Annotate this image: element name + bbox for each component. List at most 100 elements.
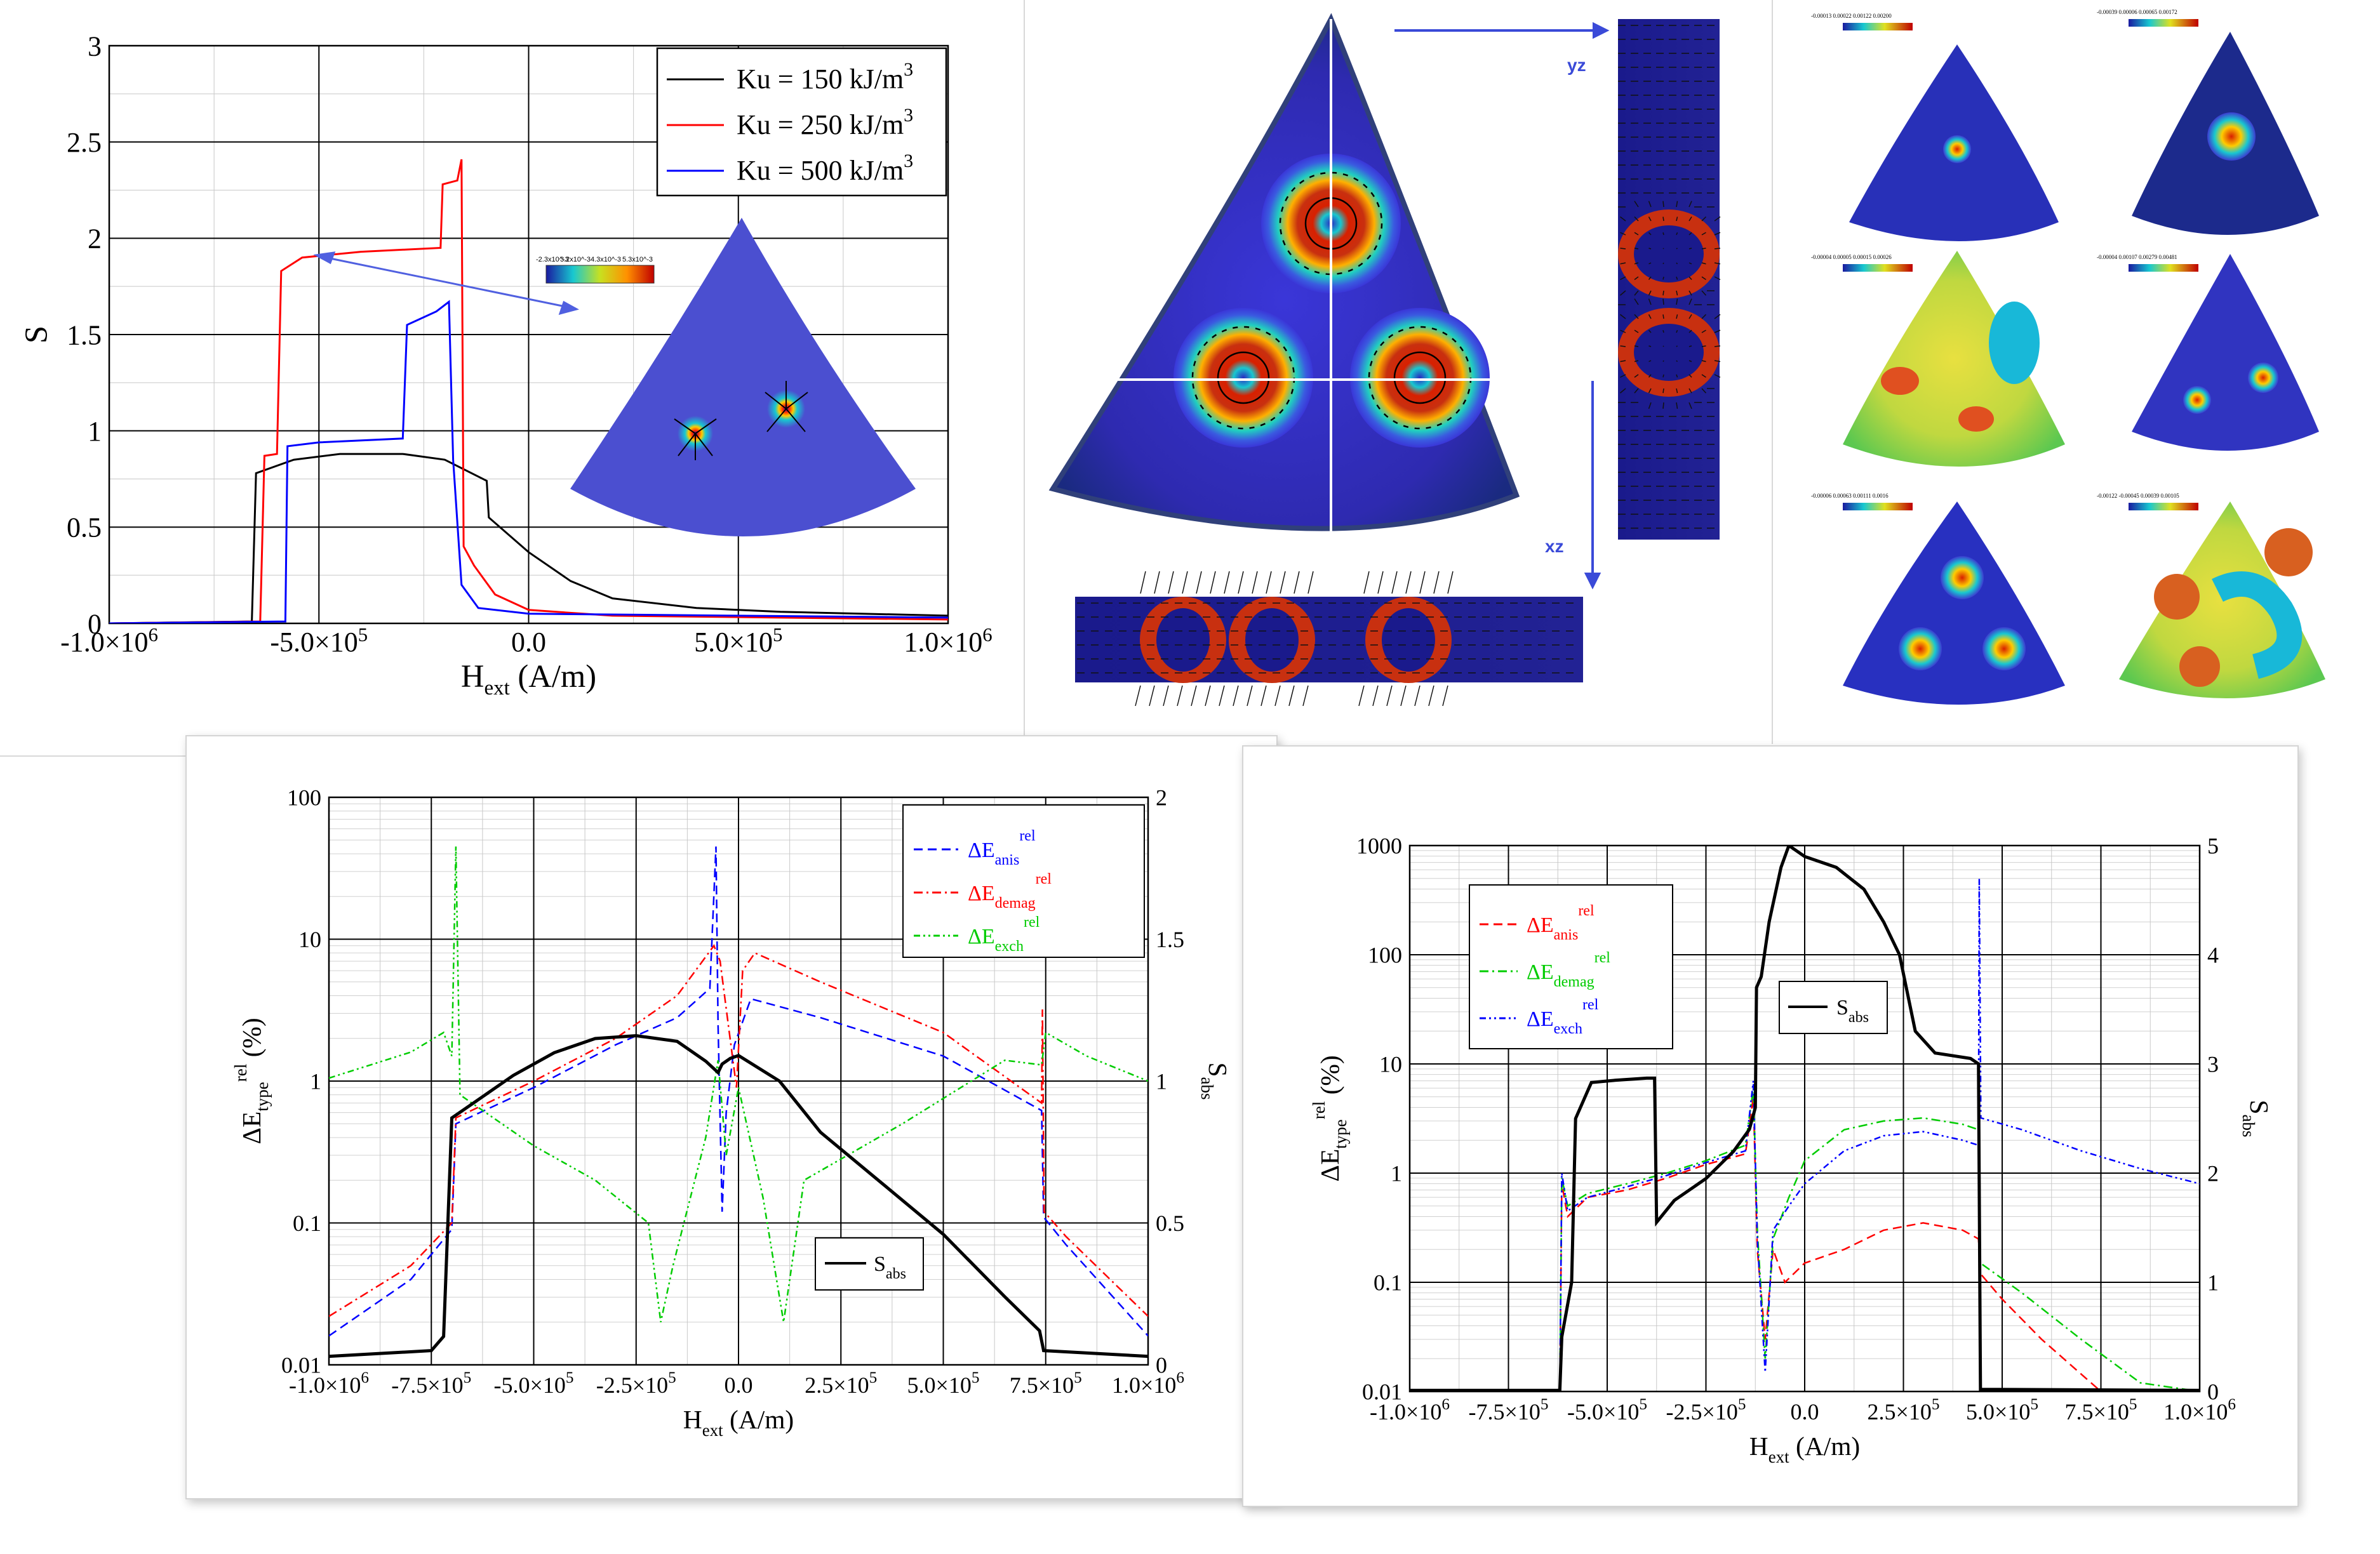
y-tick-label: 100 [1368,943,1402,968]
magnetization-arrow [1701,360,1706,362]
magnetization-arrow [1662,201,1664,208]
x-tick-label: 5.0×105 [694,624,782,658]
magnetization-arrow [1688,262,1692,265]
y-tick-label: 1.5 [67,319,102,350]
magnetization-arrow [1196,571,1202,594]
x-tick-exponent: 5 [1541,1396,1549,1413]
legend-symbol: ΔE [968,925,995,948]
magnetization-arrow [1688,345,1692,347]
x-tick-exponent: 6 [982,624,992,646]
magnetization-arrow [1648,216,1652,222]
y-tick-label: 1 [310,1069,321,1094]
x-axis-subscript: ext [1768,1447,1789,1466]
magnetization-arrow [1662,314,1664,319]
x-tick-label: 7.5×105 [2065,1396,2137,1424]
y2-axis-subscript: abs [2239,1115,2258,1138]
magnetization-arrow [1302,685,1309,707]
magnetization-arrow [1662,290,1664,296]
x-tick-exponent: 5 [972,1369,980,1386]
magnetization-arrow [1662,329,1664,333]
magnetization-arrow [1634,216,1639,222]
magnetization-arrow [1620,360,1626,362]
snapshot-grid-panel: -0.00013 0.00022 0.00122 0.00200 -0.0003… [1772,0,2380,744]
magnetization-arrow [1634,360,1639,362]
magnetization-arrow [1266,571,1272,594]
magnetization-arrow [1177,685,1183,707]
y-tick-label: 0.1 [1374,1270,1402,1296]
y-tick-label: 0.5 [67,512,102,543]
x-tick-label: -1.0×106 [289,1369,369,1398]
magnetization-arrow [1714,360,1721,362]
y-axis-label: S [18,326,54,343]
magnetization-arrow [1648,290,1652,296]
magnetization-arrow [1688,360,1692,362]
magnetization-arrow [1688,290,1692,296]
x-tick-mantissa: 1.0×10 [904,627,982,658]
legend2-label: Sabs [1836,996,1869,1026]
y-axis-symbol: ΔE [237,1112,266,1145]
x-tick-exponent: 5 [2129,1396,2137,1413]
x-tick-label: 0.0 [725,1372,753,1398]
magnetization-arrow [1648,314,1652,319]
plot-frame [108,44,949,625]
legend2-symbol: S [1836,996,1849,1019]
magnetization-arrow [1676,314,1678,319]
x-tick-exponent: 6 [1176,1369,1184,1386]
magnetization-arrow [1662,216,1664,222]
colorbar-label: -0.00013 0.00022 0.00122 0.00200 [1811,13,1892,19]
magnetization-arrow [1676,345,1678,347]
colorbar-label: -0.00004 0.00005 0.00015 0.00026 [1811,254,1892,260]
magnetization-arrow [1140,571,1146,594]
legend-symbol: ΔE [1527,960,1554,984]
colorbar-label: -0.00039 0.00006 0.00065 0.00172 [2097,9,2177,15]
magnetization-arrow [1307,571,1314,594]
magnetization-arrow [1260,685,1267,707]
x-tick-mantissa: -1.0×10 [289,1372,361,1398]
x-tick-label: 1.0×106 [904,624,992,658]
legend-symbol: ΔE [968,882,995,905]
y2-tick-label: 2 [1156,785,1167,811]
y2-axis-symbol: S [1203,1062,1233,1077]
magnetization-arrow [1447,571,1454,594]
magnetization-arrow [1676,232,1678,236]
legend-label: ΔEdemagrel [968,871,1052,912]
magnetization-arrow [1688,298,1692,305]
magnetization-arrow [1648,374,1652,378]
magnetization-arrow [1714,374,1721,378]
magnetization-arrow [1620,216,1626,222]
legend-superscript: rel [1578,903,1594,919]
legend-superscript: rel [1036,871,1052,887]
magnetization-arrow [1372,685,1379,707]
legend-label: ΔEexchrel [968,914,1040,955]
x-tick-exponent: 5 [358,624,368,646]
x-axis-subscript: ext [702,1421,723,1440]
magnetization-arrow [1688,388,1692,394]
y2-axis-symbol: S [2245,1099,2274,1114]
xz-cross-section [1075,571,1583,707]
x-tick-mantissa: -7.5×10 [1469,1399,1541,1424]
x-tick-mantissa: 2.5×10 [805,1372,869,1398]
magnetization-arrow [1662,402,1664,409]
x-tick-label: -7.5×105 [1469,1396,1549,1424]
legend-label-superscript: 3 [904,59,913,80]
x-tick-label: 0.0 [511,627,546,658]
y-axis-label: ΔEtyperel (%) [231,1018,272,1144]
x-tick-exponent: 6 [149,624,158,646]
y-tick-label: 2 [88,223,102,255]
y-tick-label: 10 [298,927,321,952]
magnetization-arrow [1238,571,1244,594]
magnetization-arrow [1648,402,1652,409]
y-tick-label: 0.01 [281,1353,321,1378]
y2-tick-label: 0 [1156,1353,1167,1378]
magnetization-arrow [1714,232,1721,236]
x-tick-exponent: 5 [464,1369,472,1386]
x-tick-mantissa: -7.5×10 [391,1372,463,1398]
magnetization-arrow [1662,262,1664,265]
magnetization-arrow [1676,262,1678,265]
x-tick-mantissa: -1.0×10 [1370,1399,1441,1424]
x-tick-exponent: 5 [1074,1369,1082,1386]
x-tick-exponent: 5 [773,624,782,646]
magnetization-arrow [1714,262,1721,265]
y-axis-label: ΔEtyperel (%) [1309,1055,1350,1181]
magnetization-arrow [1648,276,1652,280]
